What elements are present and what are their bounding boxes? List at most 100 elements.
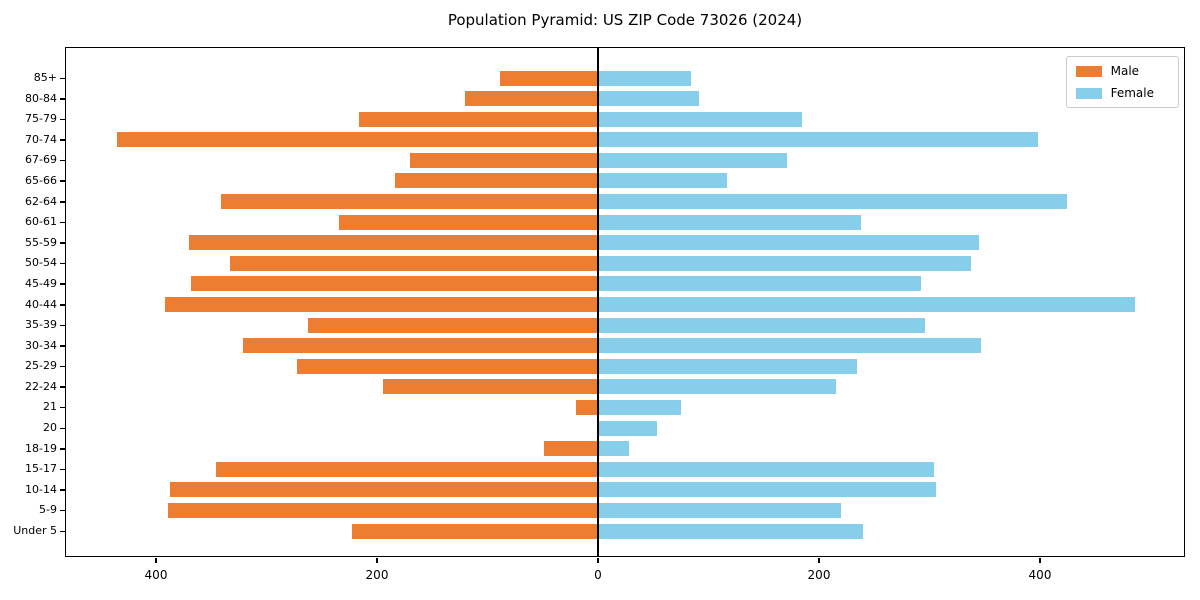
legend-item-female: Female <box>1075 86 1168 100</box>
bar-male-70-74 <box>117 132 598 148</box>
bar-male-50-54 <box>230 255 598 271</box>
y-tick-mark <box>60 468 65 471</box>
legend-label-female: Female <box>1110 86 1154 100</box>
male-color-swatch <box>1075 65 1102 77</box>
y-tick-label: 22-24 <box>25 379 57 393</box>
x-tick-label: 400 <box>144 568 168 582</box>
bar-female-22-24 <box>598 379 836 395</box>
y-tick-mark <box>60 242 65 244</box>
bar-male-45-49 <box>191 276 598 292</box>
bar-female-35-39 <box>598 317 926 333</box>
y-tick-mark <box>60 427 65 430</box>
y-tick-mark <box>60 118 65 121</box>
bar-male-55-59 <box>189 235 598 251</box>
y-tick-mark <box>60 304 65 306</box>
bar-male-10-14 <box>170 482 598 498</box>
y-tick-mark <box>60 283 65 285</box>
bar-female-67-69 <box>598 152 787 168</box>
bar-female-70-74 <box>598 132 1038 148</box>
bar-female-62-64 <box>598 194 1067 210</box>
bar-female-85+ <box>598 70 691 86</box>
bar-female-75-79 <box>598 111 803 127</box>
bar-female-21 <box>598 399 681 415</box>
bar-female-Under 5 <box>598 523 864 539</box>
bar-male-35-39 <box>308 317 598 333</box>
bar-male-65-66 <box>394 173 598 189</box>
bar-female-50-54 <box>598 255 972 271</box>
bar-female-80-84 <box>598 91 699 107</box>
bar-male-85+ <box>499 70 598 86</box>
plot-area: Male Female 85+ 80-84 75-79 70-74 67-69 65-66… <box>13 47 1185 582</box>
y-tick-mark <box>60 489 65 491</box>
y-tick-label: 45-49 <box>25 276 57 290</box>
y-tick-mark <box>60 530 65 532</box>
y-tick-label: 55-59 <box>25 235 57 249</box>
bar-male-18-19 <box>543 441 598 457</box>
female-color-swatch <box>1075 87 1102 99</box>
chart-title: Population Pyramid: US ZIP Code 73026 (2… <box>447 11 803 29</box>
y-tick-label: 85+ <box>33 71 57 84</box>
y-tick-mark <box>60 77 65 79</box>
y-tick-label: 5-9 <box>39 503 57 517</box>
y-tick-mark <box>60 180 65 182</box>
bar-male-75-79 <box>359 111 598 127</box>
x-tick-label: 400 <box>1028 568 1052 582</box>
bar-male-60-61 <box>339 214 598 230</box>
x-tick-mark <box>155 558 157 563</box>
y-tick-label: 25-29 <box>25 359 57 373</box>
y-tick-label: 35-39 <box>25 318 57 332</box>
x-tick-label: 200 <box>807 568 831 582</box>
x-tick-mark <box>597 558 599 563</box>
y-tick-label: 10-14 <box>25 482 57 496</box>
bar-female-5-9 <box>598 502 842 518</box>
legend: Male Female <box>1065 56 1179 108</box>
bar-female-18-19 <box>598 441 629 457</box>
bar-female-45-49 <box>598 276 921 292</box>
y-tick-label: 18-19 <box>25 441 57 455</box>
bar-male-80-84 <box>465 91 598 107</box>
bar-male-25-29 <box>297 358 598 374</box>
bar-female-65-66 <box>598 173 728 189</box>
x-tick-mark <box>1039 558 1041 563</box>
y-tick-mark <box>60 201 65 203</box>
y-tick-label: 60-61 <box>25 215 57 229</box>
bar-female-55-59 <box>598 235 980 251</box>
y-tick-label: 30-34 <box>25 338 57 352</box>
y-tick-label: 67-69 <box>25 153 57 167</box>
legend-label-male: Male <box>1110 64 1140 78</box>
bar-female-15-17 <box>598 461 934 477</box>
y-tick-mark <box>60 221 65 224</box>
bar-male-Under 5 <box>351 523 598 539</box>
bar-male-22-24 <box>382 379 598 395</box>
y-tick-label: 50-54 <box>25 256 57 270</box>
y-tick-mark <box>60 406 65 409</box>
y-tick-label: 62-64 <box>25 194 57 208</box>
y-tick-label: Under 5 <box>13 524 57 537</box>
y-tick-mark <box>60 365 65 368</box>
y-tick-label: 21 <box>43 400 57 414</box>
y-tick-label: 75-79 <box>25 112 57 126</box>
x-tick-mark <box>376 558 378 563</box>
y-tick-label: 15-17 <box>25 462 57 476</box>
y-tick-mark <box>60 448 65 450</box>
bar-female-60-61 <box>598 214 861 230</box>
legend-item-male: Male <box>1075 64 1168 78</box>
bar-male-67-69 <box>410 152 598 168</box>
y-tick-mark <box>60 386 65 388</box>
bar-female-20 <box>598 420 657 436</box>
bar-male-30-34 <box>243 338 598 354</box>
y-tick-label: 65-66 <box>25 173 57 187</box>
x-tick-label: 200 <box>365 568 389 582</box>
bar-male-5-9 <box>168 502 598 518</box>
y-tick-mark <box>60 509 65 512</box>
y-tick-label: 80-84 <box>25 91 57 105</box>
bar-female-30-34 <box>598 338 982 354</box>
x-tick-mark <box>818 558 820 563</box>
bar-male-62-64 <box>221 194 598 210</box>
bar-male-15-17 <box>215 461 598 477</box>
y-tick-mark <box>60 139 65 141</box>
bar-female-25-29 <box>598 358 857 374</box>
zero-axis-line <box>597 48 599 556</box>
bar-male-21 <box>575 399 598 415</box>
